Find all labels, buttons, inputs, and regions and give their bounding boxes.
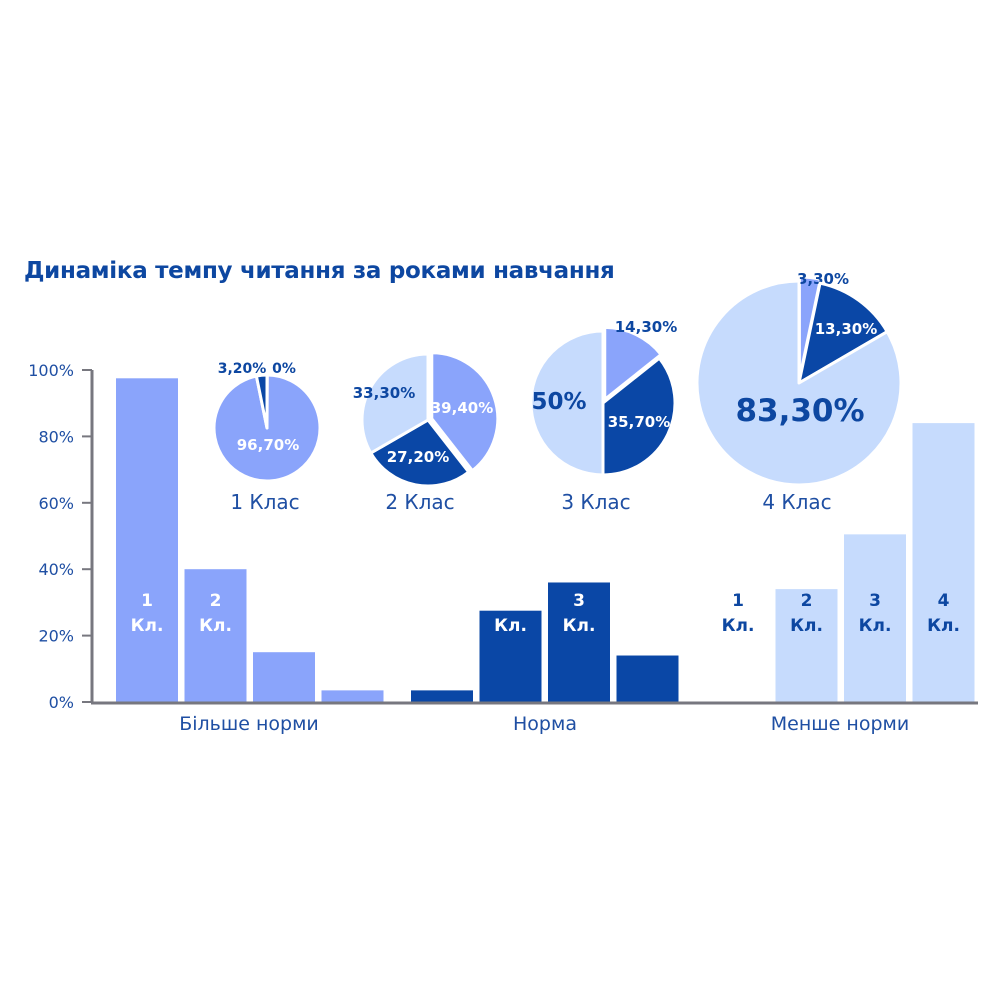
y-axis-ticks: 0% 20% 40% 60% 80% 100% [28, 361, 92, 712]
bar [775, 589, 838, 702]
bar-label: Кл. [268, 616, 301, 636]
pie-caption: 2 Клас [385, 490, 454, 514]
bar-label: 1 [732, 591, 744, 611]
bar-label: 4 [347, 591, 359, 611]
bar-label: 3 [278, 591, 290, 611]
pie-slice [601, 356, 677, 477]
pie-slice [369, 418, 471, 488]
y-tick-label: 60% [38, 494, 74, 513]
bar [548, 582, 610, 702]
bar-label: 2 [801, 591, 813, 611]
bar-label: 3 [573, 591, 585, 611]
pie-slice-label: 13,30% [815, 320, 877, 338]
bar [844, 534, 906, 702]
pie-slice [529, 329, 605, 477]
pie-slice-label: 33,30% [353, 384, 415, 402]
bar-label: 2 [505, 591, 517, 611]
bar-label: Кл. [859, 616, 892, 636]
group-label: Більше норми [179, 713, 319, 735]
bar [411, 690, 473, 702]
y-tick-label: 80% [38, 427, 74, 446]
pie-slice-label: 35,70% [608, 413, 670, 431]
y-tick-label: 0% [49, 693, 74, 712]
pie-slice-label: 39,40% [431, 399, 493, 417]
bar [912, 423, 975, 702]
pie-slice-label: 83,30% [735, 393, 864, 429]
y-tick-label: 40% [38, 560, 74, 579]
bar-label: 3 [869, 591, 881, 611]
pie-slice [360, 352, 430, 455]
pie-caption: 4 Клас [762, 490, 831, 514]
bar [616, 655, 679, 702]
y-tick-label: 20% [38, 627, 74, 646]
pie-slice-label: 3,20% [218, 361, 267, 377]
pie-slice [430, 351, 500, 473]
pie-slice [797, 281, 889, 385]
pie-slice-label: 0% [272, 361, 296, 377]
pie-slice [603, 325, 663, 401]
bar-label: Кл. [426, 616, 459, 636]
pie-slice-label: 3,30% [797, 270, 849, 288]
bar-label: 4 [642, 591, 654, 611]
axes [90, 370, 978, 705]
pie-slice [695, 279, 903, 487]
pie-caption: 1 Клас [230, 490, 299, 514]
bar [321, 690, 384, 702]
bar-label: Кл. [927, 616, 960, 636]
bar [479, 610, 542, 702]
pie-slice-label: 96,70% [237, 436, 299, 454]
bar-label: Кл. [494, 616, 527, 636]
bar [116, 378, 178, 702]
bar-label: Кл. [563, 616, 596, 636]
bar-label: Кл. [631, 616, 664, 636]
bar [184, 569, 247, 702]
group-label: Норма [513, 713, 577, 735]
bar [253, 652, 315, 702]
bars: 1 Кл. 2 Кл. 3 Кл. 4 Кл. 1 Кл. 2 Кл. 3 Кл. 4 Кл. 1 Кл. 2 Кл.… [116, 378, 975, 702]
pie-slice-label: 14,30% [615, 318, 677, 336]
bar-label: 2 [210, 591, 222, 611]
bar-label: Кл. [131, 616, 164, 636]
bar-label: 1 [141, 591, 153, 611]
chart-title: Динаміка темпу читання за роками навчанн… [24, 258, 615, 284]
bar-label: Кл. [722, 616, 755, 636]
pie-slice-label: 50% [531, 389, 586, 415]
bar-label: Кл. [790, 616, 823, 636]
bar-label: Кл. [199, 616, 232, 636]
y-tick-label: 100% [28, 361, 74, 380]
pie-caption: 3 Клас [561, 490, 630, 514]
bar-label: 1 [436, 591, 448, 611]
group-labels: Більше норми Норма Менше норми [179, 713, 909, 735]
bar-label: Кл. [336, 616, 369, 636]
group-label: Менше норми [771, 713, 909, 735]
bar-label: 4 [938, 591, 950, 611]
pie-charts: 0% 96,70% 3,20% 1 Клас 39,40% 27,20% 33,30% 2 К… [212, 270, 903, 514]
pie-slice [254, 373, 269, 430]
pie-slice-label: 27,20% [387, 448, 449, 466]
